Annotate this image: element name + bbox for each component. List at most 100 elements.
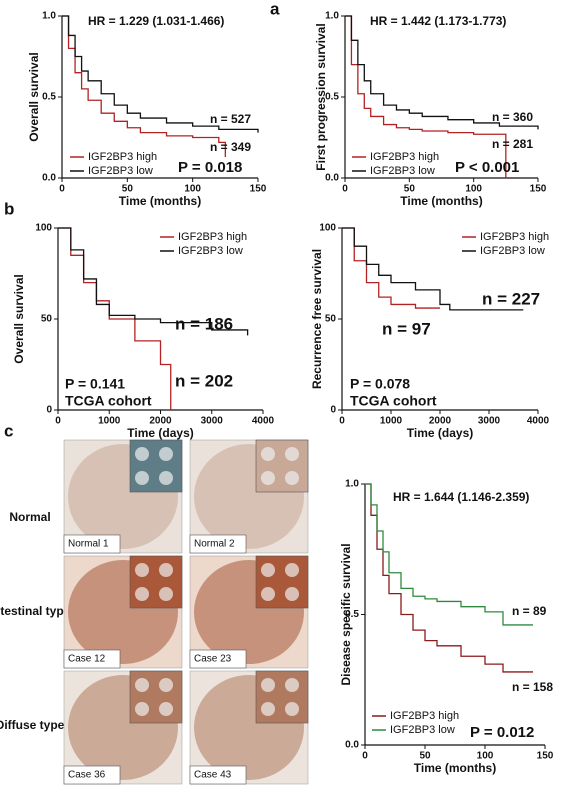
hazard-ratio: HR = 1.442 (1.173-1.773) [370, 14, 506, 28]
x-axis-label: Time (months) [400, 194, 482, 208]
y-tick-label: 0.5 [325, 92, 339, 103]
x-tick-label: 0 [59, 184, 65, 195]
legend-label: IGF2BP3 high [88, 151, 157, 163]
nucleus [159, 587, 173, 601]
y-axis-label: First progression survival [314, 23, 328, 170]
x-tick-label: 0 [55, 416, 61, 427]
x-axis-label: Time (months) [119, 194, 201, 208]
nucleus [159, 678, 173, 692]
y-axis-label: Overall survival [12, 274, 26, 363]
row-label: Normal [9, 510, 50, 524]
annotation: n = 186 [175, 314, 233, 333]
annotation: n = 202 [175, 371, 233, 390]
hazard-ratio: HR = 1.229 (1.031-1.466) [88, 14, 224, 28]
y-tick-label: 1.0 [345, 479, 359, 490]
image-caption: Case 36 [68, 770, 106, 781]
survival-curve [365, 483, 533, 673]
nucleus [135, 587, 149, 601]
x-tick-label: 4000 [527, 416, 550, 427]
nucleus [261, 447, 275, 461]
hazard-ratio: HR = 1.644 (1.146-2.359) [393, 490, 529, 504]
annotation: TCGA cohort [65, 393, 152, 409]
nucleus [261, 702, 275, 716]
inset [129, 670, 183, 724]
image-caption: Normal 2 [194, 539, 235, 550]
caption-box [63, 534, 121, 554]
nucleus [135, 563, 149, 577]
panel-label: b [4, 199, 14, 218]
caption-box [189, 765, 247, 785]
nucleus [285, 563, 299, 577]
nucleus [261, 563, 275, 577]
y-tick-label: 0.0 [345, 740, 359, 751]
annotation: TCGA cohort [350, 393, 437, 409]
image-caption: Case 43 [194, 770, 232, 781]
nucleus [159, 563, 173, 577]
x-tick-label: 3000 [478, 416, 501, 427]
panel-label: c [4, 421, 13, 440]
annotation: n = 89 [512, 604, 547, 618]
y-tick-label: 0.0 [325, 173, 339, 184]
annotation: P = 0.078 [350, 376, 410, 392]
annotation: n = 158 [512, 680, 553, 694]
annotation: n = 227 [482, 289, 540, 308]
y-tick-label: 0 [330, 405, 336, 416]
survival-curve [365, 483, 533, 626]
x-axis-label: Time (days) [127, 426, 193, 440]
nucleus [135, 471, 149, 485]
y-axis-label: Recurrence free survival [310, 249, 324, 389]
annotation: n = 97 [382, 319, 431, 338]
x-tick-label: 50 [122, 184, 134, 195]
x-tick-label: 2000 [429, 416, 452, 427]
legend-label: IGF2BP3 low [88, 165, 153, 177]
caption-box [63, 765, 121, 785]
y-tick-label: 1.0 [325, 11, 339, 22]
legend-label: IGF2BP3 low [178, 245, 243, 257]
x-tick-label: 2000 [149, 416, 172, 427]
nucleus [261, 471, 275, 485]
row-label: Intestinal type [0, 604, 71, 618]
survival-curve [342, 227, 524, 311]
nucleus [135, 678, 149, 692]
x-tick-label: 100 [184, 184, 201, 195]
y-tick-label: 0 [46, 405, 52, 416]
x-tick-label: 4000 [252, 416, 275, 427]
annotation: P = 0.141 [65, 376, 125, 392]
x-tick-label: 150 [250, 184, 267, 195]
annotation: P < 0.001 [455, 159, 519, 176]
caption-box [63, 649, 121, 669]
y-axis-label: Overall survival [27, 52, 41, 141]
legend-label: IGF2BP3 low [370, 165, 435, 177]
annotation: n = 349 [210, 140, 251, 154]
x-tick-label: 100 [477, 751, 494, 762]
image-caption: Case 23 [194, 654, 232, 665]
y-tick-label: 50 [325, 314, 337, 325]
y-tick-label: 50 [41, 314, 53, 325]
nucleus [285, 471, 299, 485]
legend-label: IGF2BP3 high [370, 151, 439, 163]
y-tick-label: 0.5 [345, 609, 359, 620]
caption-box [189, 649, 247, 669]
nucleus [159, 702, 173, 716]
image-caption: Normal 1 [68, 539, 109, 550]
x-axis-label: Time (months) [414, 761, 496, 775]
y-tick-label: 0.0 [42, 173, 56, 184]
y-tick-label: 100 [319, 223, 336, 234]
inset [129, 439, 183, 493]
nucleus [261, 678, 275, 692]
survival-curve [345, 15, 507, 178]
legend-label: IGF2BP3 high [178, 231, 247, 243]
inset [255, 439, 309, 493]
annotation: P = 0.012 [470, 724, 534, 741]
x-tick-label: 0 [339, 416, 345, 427]
y-tick-label: 0.5 [42, 92, 56, 103]
nucleus [285, 678, 299, 692]
caption-box [189, 534, 247, 554]
survival-curve [345, 15, 539, 130]
nucleus [135, 702, 149, 716]
nucleus [285, 702, 299, 716]
nucleus [285, 587, 299, 601]
x-axis-label: Time (days) [407, 426, 473, 440]
y-tick-label: 1.0 [42, 11, 56, 22]
annotation: P = 0.018 [178, 159, 242, 176]
